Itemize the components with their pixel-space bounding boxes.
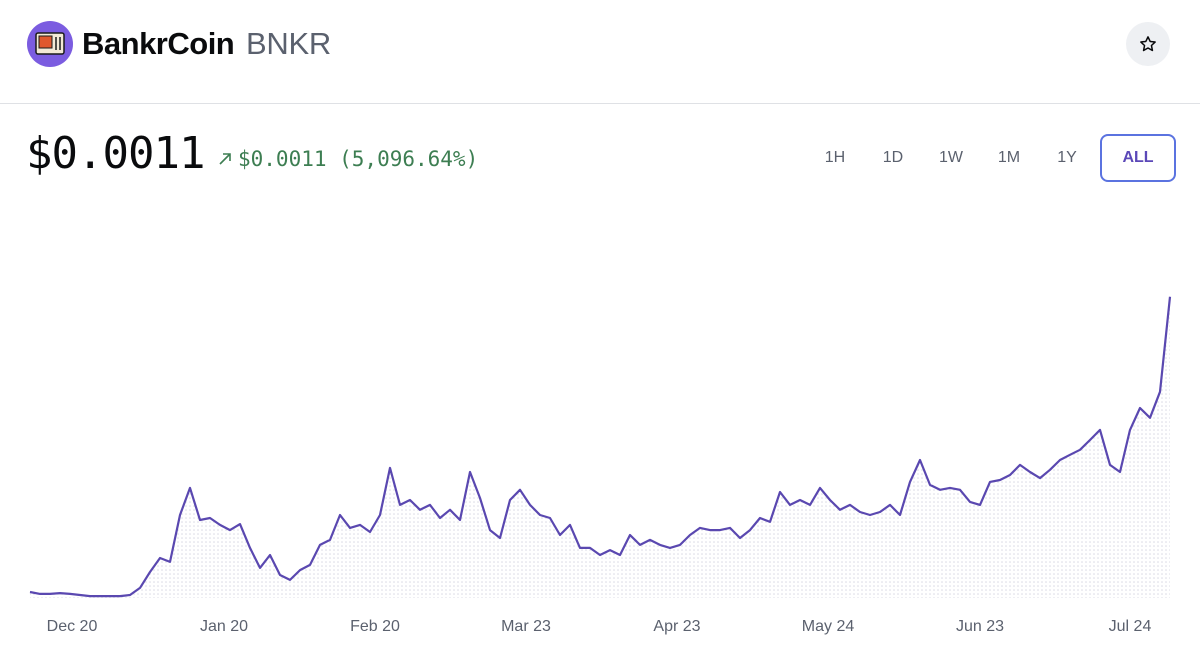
x-tick-label: Jan 20 <box>200 618 248 635</box>
x-tick-label: Feb 20 <box>350 618 400 635</box>
x-tick-label: Mar 23 <box>501 618 551 635</box>
timeframe-button[interactable]: 1D <box>882 149 904 166</box>
price-chart: Dec 20 Jan 20 Feb 20 Mar 23 Apr 23 May 24 Jun … <box>29 296 1172 635</box>
divider <box>0 103 1200 104</box>
x-tick-label: Jun 23 <box>956 618 1004 635</box>
timeframe-button[interactable]: ALL <box>1100 134 1176 182</box>
current-price: $0.0011 <box>26 128 205 179</box>
price-line <box>29 296 1172 598</box>
x-tick-label: May 24 <box>802 618 855 635</box>
timeframe-button[interactable]: 1M <box>997 149 1021 166</box>
timeframe-selector: 1H 1D 1W 1M 1Y ALL <box>806 134 1176 184</box>
price-change: $0.0011 (5,096.64%) <box>218 147 478 171</box>
timeframe-button[interactable]: 1W <box>939 149 963 166</box>
x-tick-label: Dec 20 <box>47 618 98 635</box>
coin-logo <box>27 21 73 67</box>
coin-ticker: BNKR <box>246 26 331 61</box>
star-icon <box>1140 36 1156 52</box>
x-tick-label: Apr 23 <box>653 618 700 635</box>
price-area <box>30 296 1170 598</box>
up-arrow <box>219 153 231 165</box>
timeframe-button[interactable]: 1H <box>824 149 846 166</box>
timeframe-button[interactable]: 1Y <box>1057 149 1077 166</box>
favorite-button[interactable] <box>1126 22 1170 66</box>
coin-name: BankrCoin <box>82 26 235 61</box>
change-text: $0.0011 (5,096.64%) <box>238 147 479 171</box>
x-tick-label: Jul 24 <box>1109 618 1152 635</box>
